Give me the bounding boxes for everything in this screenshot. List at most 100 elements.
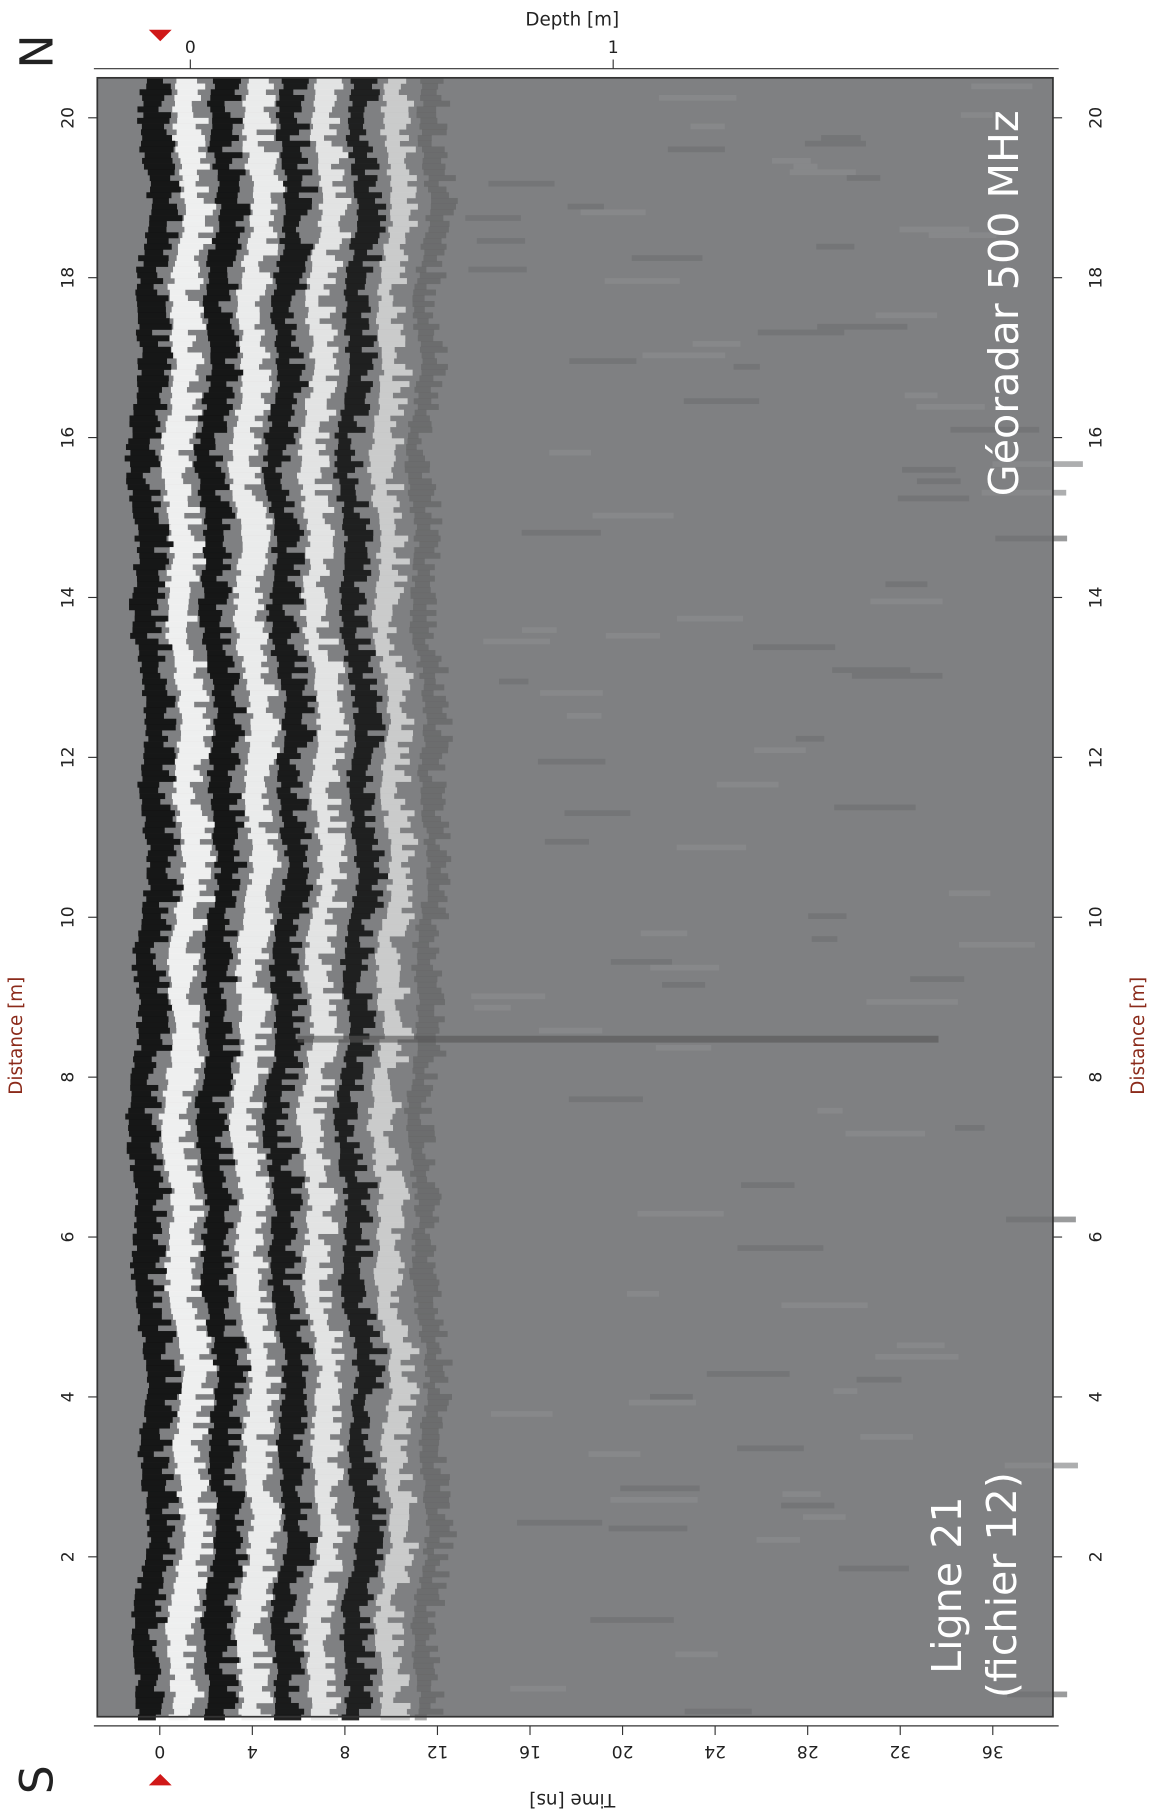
texture-band	[307, 1668, 335, 1675]
texture-band	[142, 901, 160, 908]
texture-band	[281, 157, 308, 164]
texture-band	[388, 861, 402, 868]
texture-band	[300, 466, 321, 473]
texture-band	[319, 821, 347, 828]
texture-band	[275, 1685, 300, 1692]
texture-noise	[834, 804, 916, 811]
texture-band	[310, 1708, 330, 1715]
texture-noise	[833, 1388, 858, 1394]
texture-band	[344, 1199, 362, 1206]
texture-band	[310, 1599, 328, 1606]
texture-band	[304, 976, 328, 983]
texture-band	[282, 1468, 304, 1475]
texture-band	[308, 1062, 325, 1069]
texture-band	[350, 690, 378, 697]
texture-band	[349, 352, 378, 359]
depth-axis-label: Depth [m]	[525, 10, 619, 31]
texture-band	[242, 129, 257, 136]
time-tick-label: 24	[704, 1741, 726, 1761]
texture-band	[266, 615, 294, 622]
texture-band	[170, 1193, 196, 1200]
texture-band	[382, 1680, 409, 1687]
texture-band	[359, 1371, 382, 1378]
texture-band	[382, 1422, 407, 1429]
texture-band	[337, 466, 355, 473]
texture-band	[379, 1222, 405, 1229]
texture-band	[303, 1090, 334, 1097]
texture-band	[181, 844, 212, 851]
texture-band	[177, 89, 198, 96]
texture-band	[249, 220, 269, 227]
texture-band	[184, 1542, 202, 1549]
texture-band	[210, 672, 240, 679]
texture-band	[141, 804, 171, 811]
texture-band	[390, 1353, 411, 1360]
texture-band	[372, 1079, 390, 1086]
texture-band	[142, 1348, 166, 1355]
texture-band	[252, 1376, 281, 1383]
texture-noise	[960, 112, 993, 118]
texture-band	[239, 1067, 269, 1074]
texture-band	[416, 524, 431, 531]
texture-band	[246, 1571, 278, 1578]
texture-band	[423, 1474, 450, 1481]
texture-band	[379, 1056, 409, 1063]
texture-band	[139, 993, 168, 1000]
texture-band	[418, 1439, 440, 1446]
texture-band	[309, 323, 332, 330]
texture-band	[214, 1405, 233, 1412]
texture-band	[382, 94, 408, 101]
texture-band	[269, 426, 299, 433]
texture-band	[212, 678, 239, 685]
texture-band	[427, 1393, 452, 1400]
texture-band	[377, 936, 390, 943]
texture-noise	[870, 598, 943, 605]
texture-band	[244, 896, 267, 903]
texture-band	[268, 444, 287, 451]
texture-band	[309, 1176, 327, 1183]
texture-band	[312, 1571, 329, 1578]
texture-band	[171, 1599, 200, 1606]
texture-band	[302, 627, 317, 634]
texture-band	[279, 266, 306, 273]
texture-band	[179, 1405, 201, 1412]
texture-band	[412, 312, 434, 319]
texture-band	[168, 615, 198, 622]
texture-band	[250, 741, 272, 748]
texture-band	[349, 919, 362, 925]
texture-band	[230, 1130, 256, 1137]
texture-band	[252, 1508, 285, 1515]
texture-band	[276, 260, 306, 267]
texture-band	[161, 472, 182, 479]
texture-band	[175, 1577, 209, 1584]
texture-band	[248, 77, 269, 84]
texture-band	[275, 1697, 292, 1704]
texture-band	[377, 1228, 392, 1234]
texture-band	[281, 1411, 308, 1418]
texture-band	[138, 255, 169, 262]
texture-band	[384, 1428, 411, 1435]
texture-band	[310, 392, 331, 399]
texture-band	[251, 1365, 268, 1372]
texture-band	[203, 993, 222, 1000]
texture-noise	[899, 226, 970, 233]
texture-band	[144, 249, 164, 256]
texture-band	[383, 1027, 412, 1034]
texture-band	[179, 747, 211, 754]
texture-band	[145, 713, 164, 719]
texture-band	[342, 524, 367, 531]
texture-band	[236, 575, 257, 582]
texture-band	[414, 581, 430, 588]
texture-band	[287, 873, 308, 880]
texture-band	[341, 1079, 355, 1086]
texture-band	[351, 833, 374, 840]
texture-band	[377, 1050, 397, 1057]
texture-band	[137, 1290, 154, 1297]
texture-band	[139, 1445, 164, 1452]
texture-band	[211, 690, 232, 697]
texture-band	[416, 1674, 438, 1681]
texture-band	[207, 100, 225, 107]
texture-band	[138, 1004, 174, 1011]
texture-band	[219, 220, 236, 227]
texture-band	[429, 1376, 449, 1383]
